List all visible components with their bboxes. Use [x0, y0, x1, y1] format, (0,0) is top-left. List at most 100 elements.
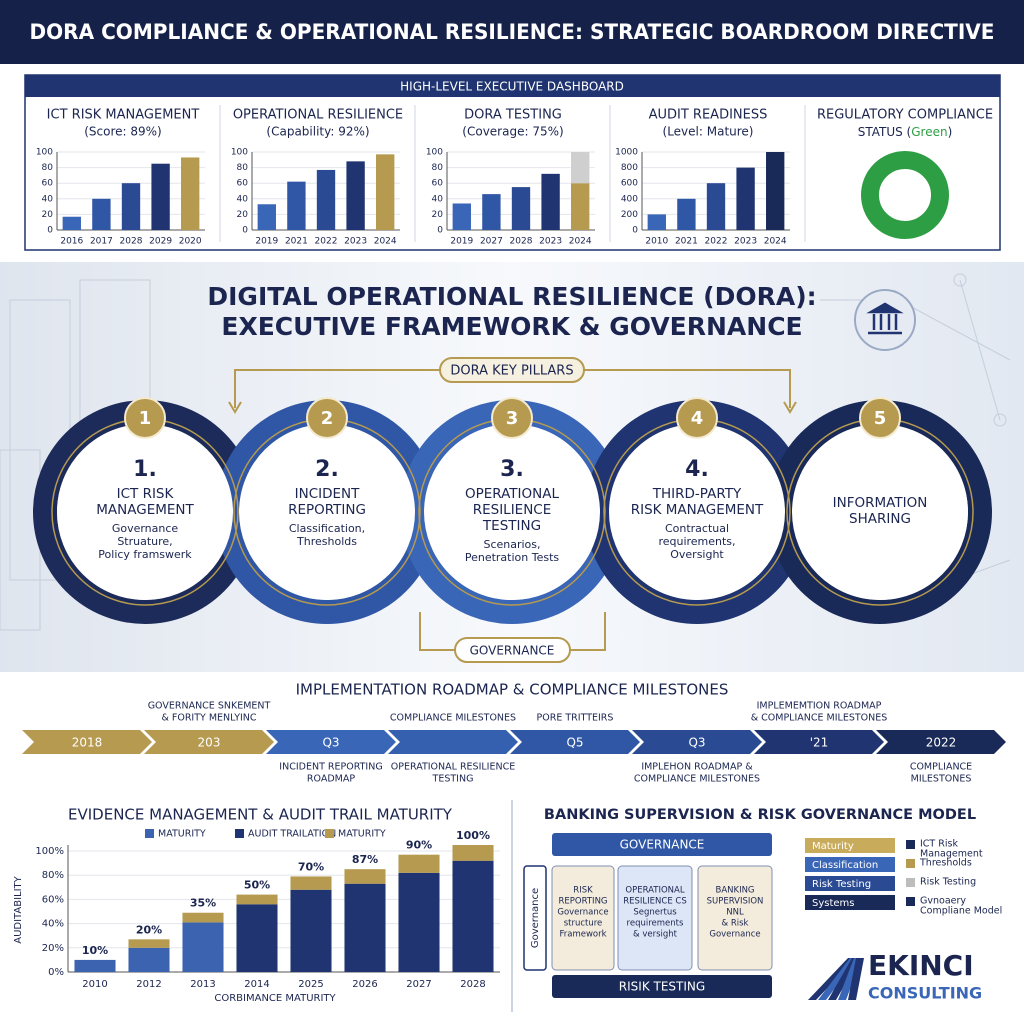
bar	[290, 889, 332, 972]
roadmap-chevron	[388, 730, 518, 754]
bar	[182, 922, 224, 972]
bar	[344, 869, 386, 884]
x-tick-label: 2010	[645, 237, 668, 247]
bar	[706, 183, 726, 230]
pillar-title: OPERATIONAL	[465, 486, 560, 502]
bar-label: 90%	[406, 839, 432, 852]
pillars-pill	[439, 357, 585, 383]
pillar-badge	[859, 397, 901, 439]
x-tick-label: 2026	[352, 979, 377, 990]
pillar-description: Oversight	[670, 548, 724, 561]
roadmap-below: MILESTONES	[911, 774, 972, 785]
pillar-title: SHARING	[849, 511, 911, 527]
model-box-line: & versight	[633, 930, 678, 940]
pillar-inner	[609, 424, 785, 600]
model-legend-square	[906, 897, 915, 906]
evidence-title: EVIDENCE MANAGEMENT & AUDIT TRAIL MATURI…	[68, 806, 453, 824]
x-tick-label: 2019	[255, 237, 278, 247]
model-legend-text: Gvnoaery	[920, 896, 966, 907]
roadmap-below: COMPLIANCE	[910, 762, 972, 773]
pillar-title: REPORTING	[288, 502, 366, 518]
roadmap-chevron	[144, 730, 274, 754]
pillar-description: Contractual	[665, 522, 729, 535]
model-top-label: GOVERNANCE	[620, 838, 705, 852]
pillar-badge	[676, 397, 718, 439]
bar	[452, 860, 494, 972]
model-box-line: Governance	[557, 908, 608, 918]
roadmap-below: COMPLIANCE MILESTONES	[634, 774, 760, 785]
pillar-title: INCIDENT	[295, 486, 361, 502]
y-tick-label: 60%	[42, 894, 64, 905]
model-top-bar	[552, 833, 772, 856]
roadmap-above: PORE TRITTEIRS	[537, 713, 614, 724]
model-legend-label: Systems	[812, 898, 855, 909]
governance-pill	[454, 637, 571, 663]
y-tick-label: 40%	[42, 919, 64, 930]
bar-label: 20%	[136, 923, 162, 936]
bar	[647, 214, 666, 230]
pillar-inner	[57, 424, 233, 600]
model-side-bar	[523, 865, 547, 971]
model-legend-label: Risk Testing	[812, 879, 871, 890]
bar	[571, 152, 590, 184]
pillar-description: Penetration Tests	[465, 551, 560, 564]
y-tick-label: 0	[632, 226, 638, 236]
bar	[287, 181, 306, 230]
bar	[766, 152, 785, 230]
y-tick-label: 20	[42, 210, 54, 220]
y-tick-label: 20%	[42, 943, 64, 954]
roadmap-above: IMPLEMEMTION ROADMAP	[757, 701, 882, 712]
model-bottom-bar	[552, 975, 772, 998]
y-tick-label: 400	[621, 194, 638, 204]
model-box-line: RESILIENCE CS	[623, 897, 687, 907]
bar	[128, 939, 170, 948]
bar	[121, 183, 141, 230]
status-title: REGULATORY COMPLIANCE	[817, 108, 993, 123]
roadmap-below: INCIDENT REPORTING	[279, 762, 382, 773]
y-tick-label: 20	[432, 210, 444, 220]
x-tick-label: 2024	[569, 237, 592, 247]
status-ring	[861, 151, 949, 239]
model-legend-label: Classification	[812, 860, 878, 871]
panel-subtitle: (Capability: 92%)	[266, 125, 369, 139]
y-tick-label: 200	[621, 210, 638, 220]
pillar-title: ICT RISK	[117, 486, 175, 502]
model-box-line: BANKING	[715, 886, 754, 896]
pillar-number: 4.	[685, 457, 709, 482]
x-tick-label: 2021	[675, 237, 698, 247]
roadmap-chevron	[510, 730, 640, 754]
model-title: BANKING SUPERVISION & RISK GOVERNANCE MO…	[544, 807, 976, 823]
pillar-description: Scenarios,	[483, 538, 540, 551]
connector	[419, 612, 606, 651]
model-box-line: REPORTING	[558, 897, 607, 907]
model-box	[617, 865, 693, 971]
x-tick-label: 2020	[179, 237, 202, 247]
model-legend-swatch	[805, 838, 895, 853]
bar	[257, 204, 276, 230]
pillar-number: 2.	[315, 457, 339, 482]
y-tick-label: 100	[426, 148, 443, 158]
model-box-line: & Risk	[722, 919, 749, 929]
legend-label: AUDIT TRAILATION	[248, 829, 336, 840]
roadmap-step-label: 2022	[926, 736, 957, 750]
bar	[511, 187, 531, 230]
governance-label: GOVERNANCE	[470, 644, 555, 658]
pillar-inner	[424, 424, 600, 600]
bank-icon-shape	[866, 302, 904, 335]
logo-tagline: CONSULTING	[868, 984, 982, 1003]
model-box	[697, 865, 773, 971]
pillar-inner	[239, 424, 415, 600]
model-box-line: structure	[564, 919, 603, 929]
page-title: DORA COMPLIANCE & OPERATIONAL RESILIENCE…	[30, 20, 995, 44]
bar	[62, 216, 81, 230]
bar	[236, 904, 278, 972]
y-tick-label: 40	[432, 194, 444, 204]
pillar-badge-number: 1	[139, 408, 152, 429]
bar	[541, 173, 560, 230]
bar	[128, 947, 170, 972]
panel-subtitle: (Coverage: 75%)	[462, 125, 563, 139]
y-tick-label: 80	[237, 163, 249, 173]
pillar-badge	[306, 397, 348, 439]
y-tick-label: 100%	[35, 846, 64, 857]
